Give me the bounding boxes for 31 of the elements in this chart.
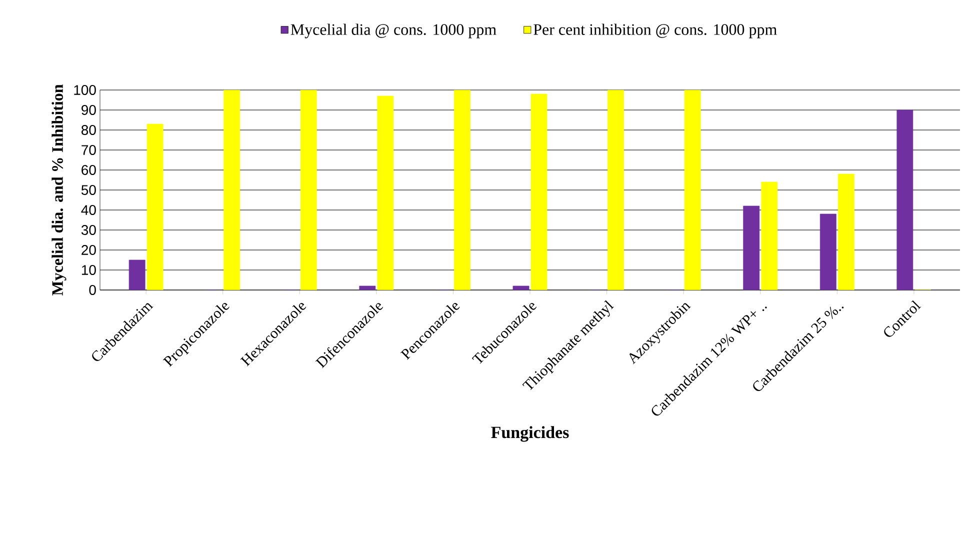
y-tick-label: 40 (81, 205, 96, 215)
bar (820, 214, 836, 290)
bar (377, 96, 394, 290)
bar (359, 286, 376, 290)
legend-label: Per cent inhibition @ cons. 1000 ppm (534, 24, 777, 38)
y-tick-label: 10 (82, 265, 96, 275)
bar (454, 90, 470, 290)
y-tick-label: 80 (82, 125, 96, 135)
bar (512, 286, 530, 290)
bar (608, 90, 624, 290)
bar (743, 206, 760, 290)
bar (684, 90, 701, 290)
bar (146, 124, 164, 290)
x-axis-title: Fungicides (491, 426, 569, 442)
bar (838, 174, 854, 290)
y-tick-label: 20 (82, 245, 96, 255)
y-tick-label: 0 (89, 285, 96, 295)
y-axis-title: Mycelial dia. and % Inhibition (52, 84, 66, 296)
bar (224, 90, 240, 290)
y-tick-label: 30 (81, 225, 96, 235)
y-tick-label: 90 (82, 105, 96, 115)
bar (128, 260, 146, 290)
y-tick-label: 60 (82, 165, 96, 175)
y-tick-label: 70 (82, 145, 96, 155)
legend-label: Mycelial dia @ cons. 1000 ppm (290, 24, 496, 38)
bar (761, 182, 778, 290)
y-tick-label: 100 (74, 85, 96, 95)
bar (896, 110, 914, 290)
y-tick-label: 50 (81, 185, 96, 195)
bar (300, 90, 317, 290)
bar (530, 94, 548, 290)
